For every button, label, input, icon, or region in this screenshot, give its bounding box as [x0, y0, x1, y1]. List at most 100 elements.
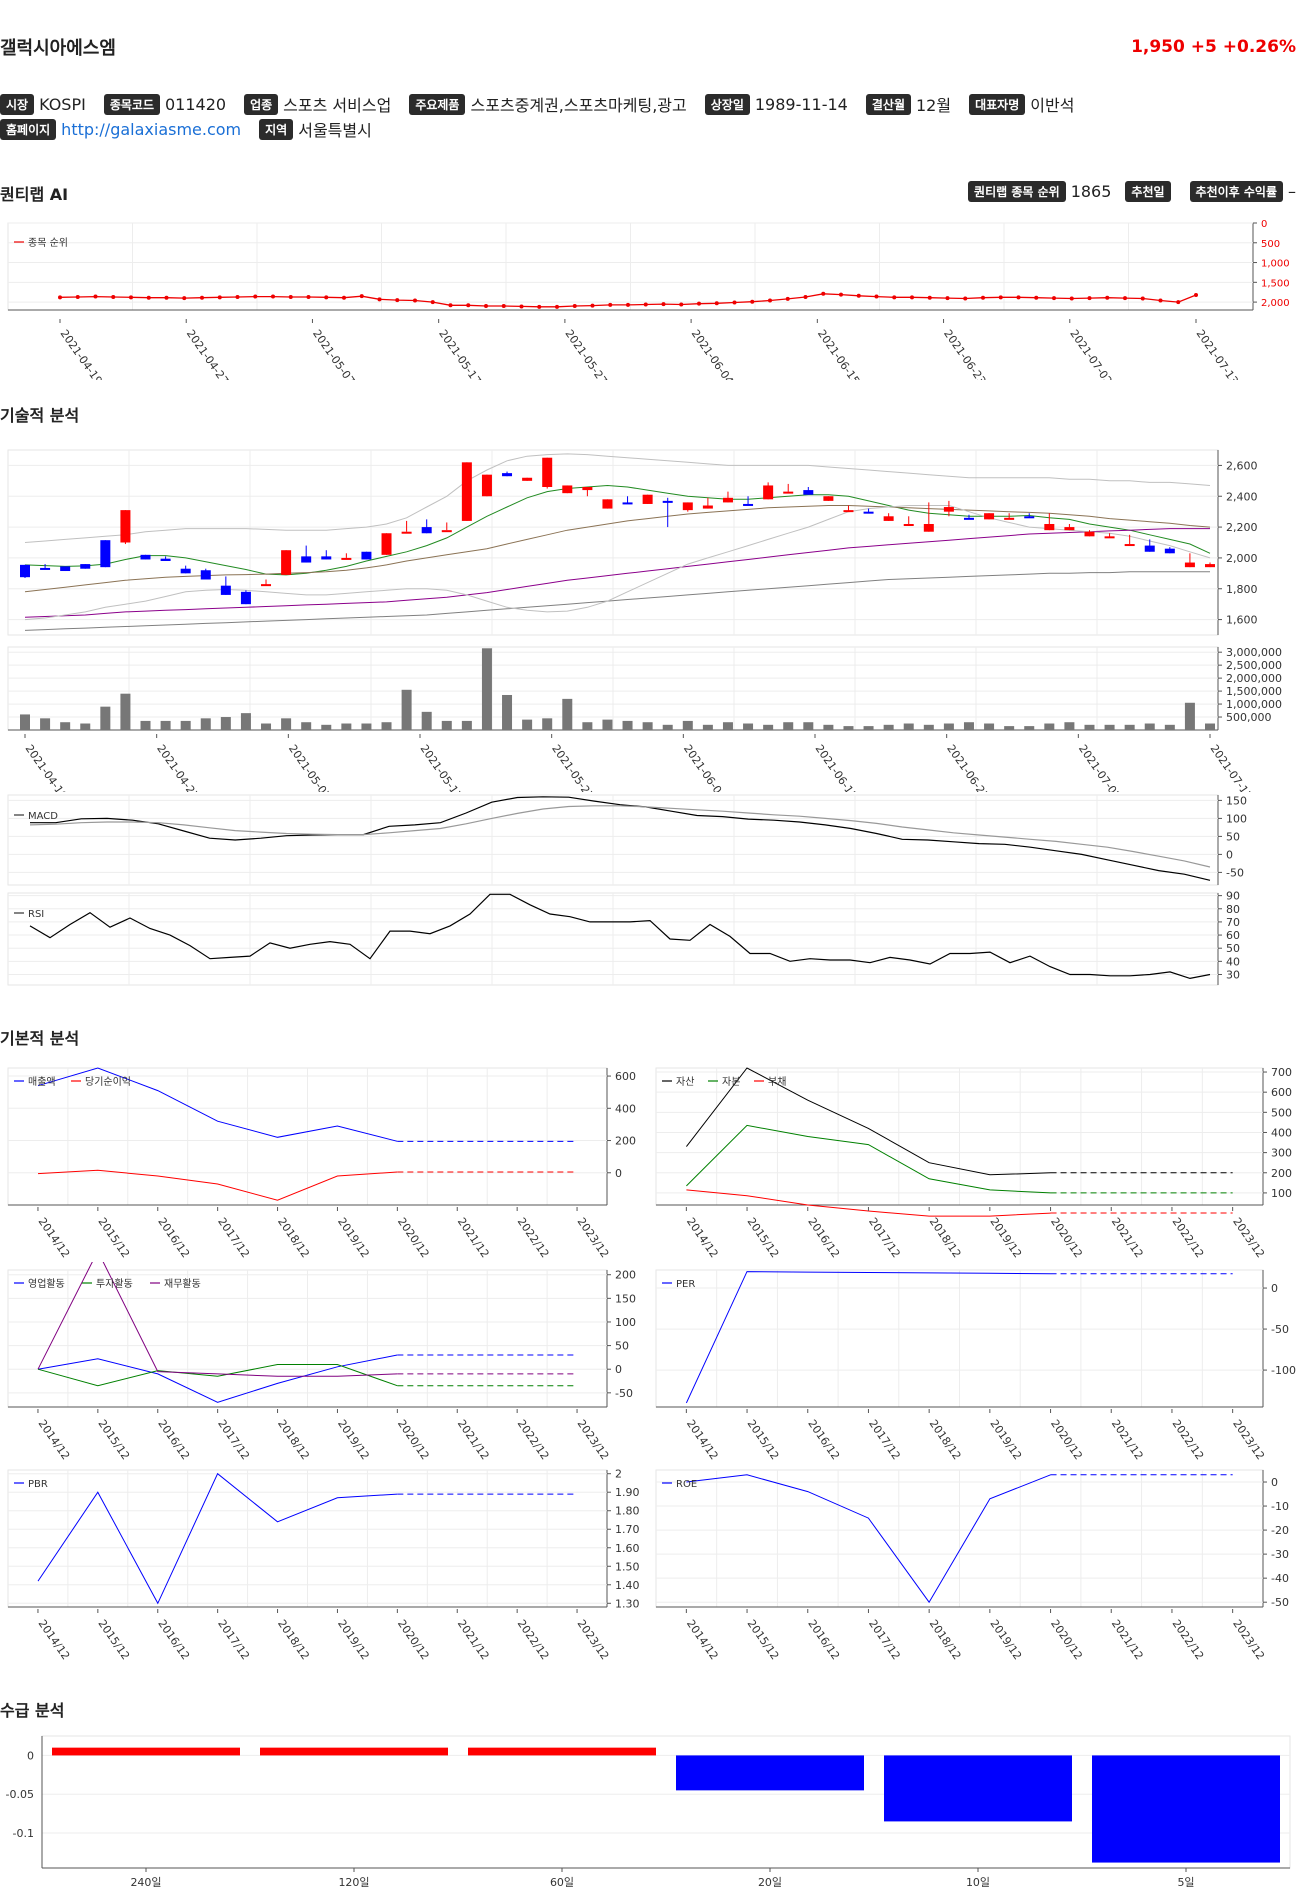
x-tick-label: 20일 [758, 1875, 782, 1889]
candle-body [1064, 527, 1075, 531]
candle-body [160, 558, 171, 561]
x-tick-label: 2014/12 [684, 1215, 721, 1260]
macd-chart: -50 0 50 100 150 MACD [7, 794, 1247, 886]
roe-series-line [686, 1474, 1051, 1604]
x-tick-label: 2021/12 [1109, 1617, 1146, 1662]
supply-bar [468, 1747, 656, 1756]
tag-code: 종목코드 [103, 93, 160, 115]
x-tick-label: 2021-07-13 [1194, 327, 1241, 380]
rank-point [1176, 300, 1181, 305]
candle-body [40, 567, 51, 570]
volume-bar [461, 720, 472, 730]
price-value: 1,950 [1131, 37, 1185, 57]
y-tick-label: 2,400 [1226, 490, 1258, 503]
rank-point [466, 303, 471, 308]
x-tick-label: 2023/12 [575, 1215, 612, 1260]
rank-point [519, 304, 524, 309]
volume-bar [240, 713, 251, 730]
candle-body [722, 497, 733, 503]
x-tick-label: 2016/12 [805, 1617, 842, 1662]
y-tick-label: 1.90 [615, 1486, 640, 1499]
volume-bar [160, 720, 171, 730]
rank-point [1034, 295, 1039, 300]
y-tick-label: -0.1 [13, 1827, 34, 1840]
volume-bar [200, 718, 211, 730]
candle-body [381, 533, 392, 555]
candle-body [682, 502, 693, 511]
rank-point [75, 294, 80, 299]
volume-bar [180, 720, 191, 730]
x-tick-label: 2021-04-27 [154, 742, 201, 792]
y-tick-label: 0 [615, 1167, 622, 1180]
y-tick-label: 700 [1271, 1066, 1292, 1079]
x-tick-label: 2020/12 [1048, 1617, 1085, 1662]
cashflow-series-line [37, 1354, 398, 1403]
rank-point [927, 295, 932, 300]
balance-series-line [686, 1189, 1051, 1217]
rank-point [164, 295, 169, 300]
rank-point [1016, 295, 1021, 300]
tag-rec-date: 추천일 [1125, 181, 1171, 202]
rank-point [572, 304, 577, 309]
volume-bar [542, 718, 553, 730]
rank-point [1087, 296, 1092, 301]
pbr-chart: 1.30 1.40 1.50 1.60 1.70 1.80 1.90 2 PBR 2014/12 2… [7, 1468, 640, 1662]
x-tick-label: 2021/12 [455, 1417, 492, 1462]
volume-bar [281, 718, 292, 730]
x-tick-label: 2017/12 [866, 1215, 903, 1260]
x-tick-label: 2015/12 [745, 1215, 782, 1260]
y-tick-label: 600 [615, 1070, 636, 1083]
candle-body [763, 485, 774, 500]
x-tick-label: 2020/12 [395, 1215, 432, 1260]
rank-point [821, 291, 826, 296]
x-tick-label: 2023/12 [575, 1617, 612, 1662]
y-tick-label: 0 [1271, 1476, 1278, 1489]
rank-point [643, 302, 648, 307]
rank-point [217, 295, 222, 300]
candle-body [60, 566, 71, 572]
cashflow-series-line [37, 1262, 398, 1377]
candle-body [100, 540, 111, 568]
x-tick-label: 2019/12 [987, 1417, 1024, 1462]
rank-point [1105, 295, 1110, 300]
volume-bar [743, 723, 754, 730]
volume-bar [1164, 724, 1175, 730]
x-tick-label: 2015/12 [745, 1417, 782, 1462]
volume-bar [582, 722, 593, 730]
rank-point [874, 294, 879, 299]
tag-return: 추천이후 수익률 [1189, 181, 1283, 202]
rank-point [679, 302, 684, 307]
volume-bar [763, 724, 774, 730]
tag-region: 지역 [259, 118, 294, 140]
y-tick-label: 150 [615, 1292, 636, 1305]
rank-point [537, 304, 542, 309]
rank-point [111, 294, 116, 299]
volume-bar [40, 718, 51, 730]
y-tick-label: -0.05 [6, 1788, 34, 1801]
x-tick-label: 2015/12 [95, 1215, 132, 1260]
x-tick-label: 2018/12 [927, 1215, 964, 1260]
y-tick-label: 600 [1271, 1086, 1292, 1099]
cashflow-chart: -50 0 50 100 150 200 영업활동 투자활동 재무활동 2014/12 2015/1… [7, 1262, 636, 1462]
x-tick-label: 2016/12 [155, 1417, 192, 1462]
volume-bar [923, 724, 934, 730]
candle-body [642, 494, 653, 504]
rank-point [395, 298, 400, 303]
y-tick-label: 2,200 [1226, 521, 1258, 534]
candle-body [883, 516, 894, 521]
x-tick-label: 2022/12 [1169, 1215, 1206, 1260]
tag-products: 주요제품 [409, 93, 466, 115]
rank-point [484, 304, 488, 309]
legend-entry: 당기순이익 [85, 1076, 131, 1088]
supply-bar [260, 1747, 448, 1756]
candle-body [702, 505, 713, 509]
rank-point [430, 300, 435, 305]
homepage-link[interactable]: http://galaxiasme.com [61, 119, 242, 139]
y-tick-label: 1,500 [1261, 278, 1290, 289]
x-tick-label: 2021-06-04 [689, 327, 736, 380]
legend-entry: PER [676, 1279, 695, 1290]
x-tick-label: 10일 [966, 1875, 990, 1889]
x-tick-label: 2015/12 [95, 1417, 132, 1462]
volume-bar [381, 722, 392, 730]
supply-chart: -0.1 -0.05 0 240일 120일 60일 20일 10일 5일 [6, 1735, 1291, 1889]
